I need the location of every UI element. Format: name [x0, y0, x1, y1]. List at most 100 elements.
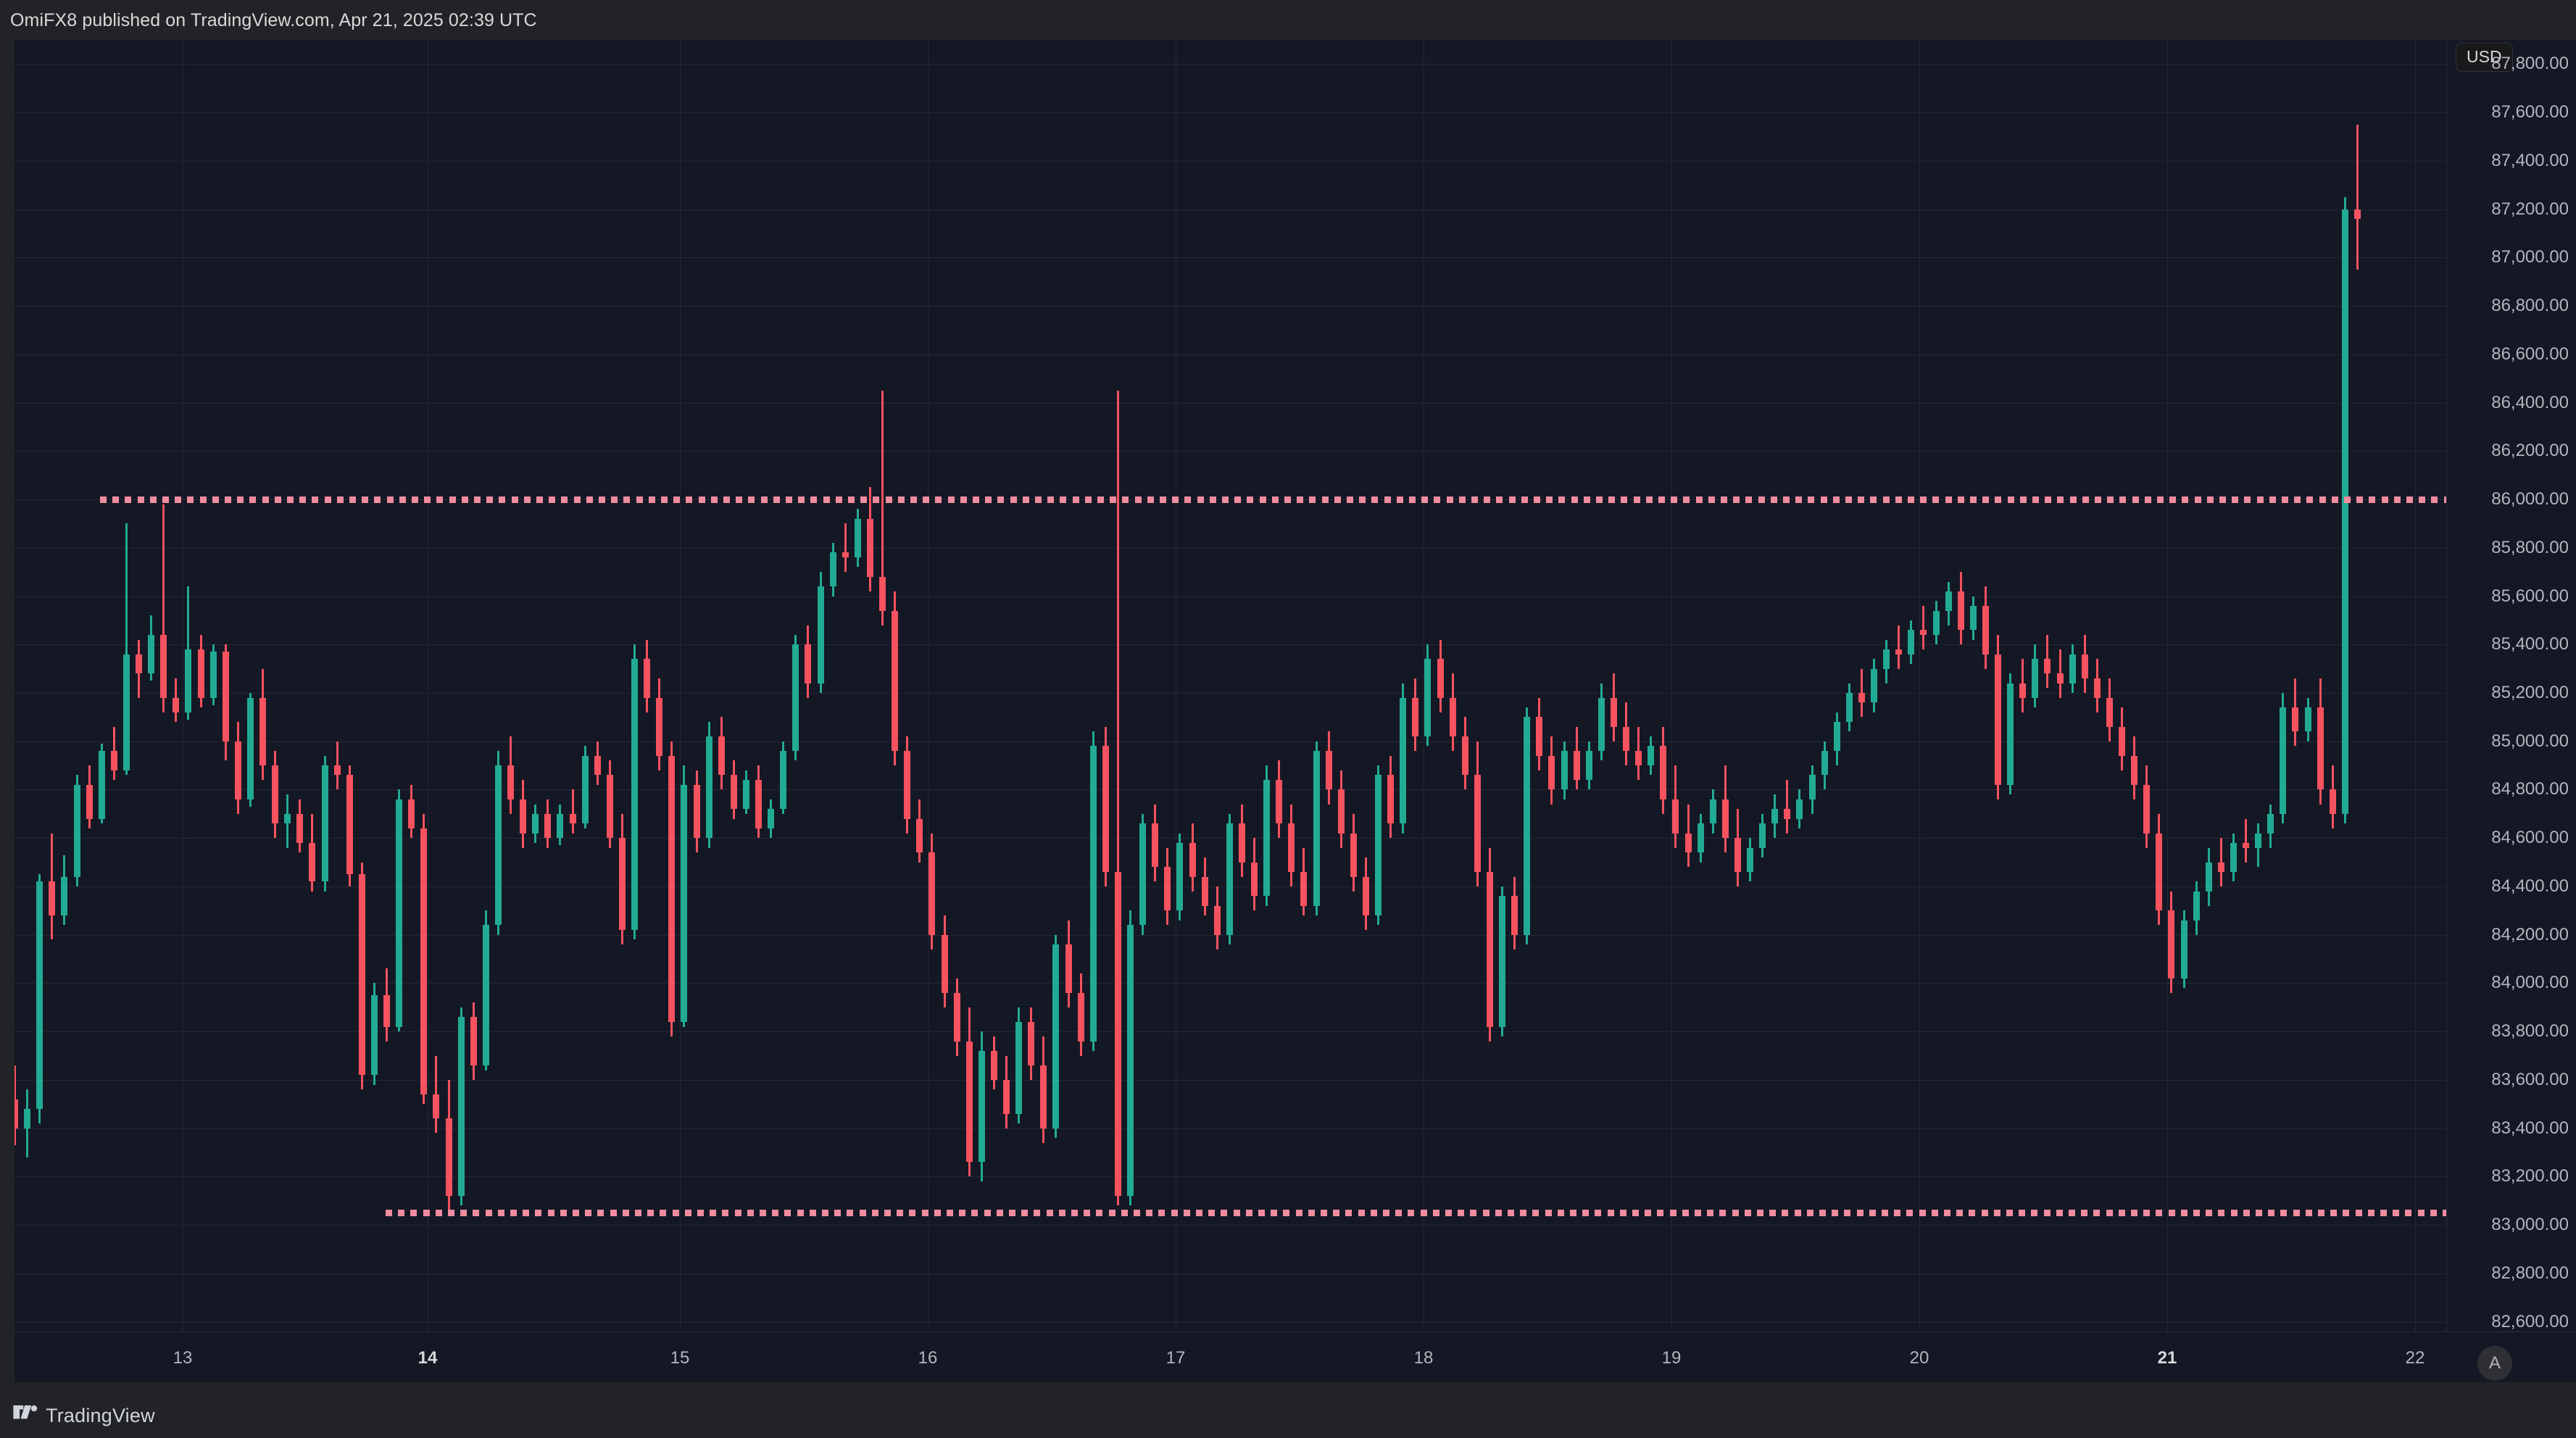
price-level-dot — [549, 496, 556, 503]
price-level-dot — [1209, 496, 1216, 503]
price-level-dot — [398, 1209, 405, 1216]
price-level-dot — [2232, 496, 2239, 503]
price-level-dot — [747, 1209, 754, 1216]
candle-body — [1152, 823, 1159, 868]
auto-scale-button[interactable]: A — [2477, 1346, 2512, 1381]
candle-wick — [2245, 818, 2248, 863]
price-axis[interactable]: USD 87,800.00 87,600.00 87,400.00 87,200.00… — [2446, 40, 2576, 1331]
price-level-dot — [1084, 1209, 1091, 1216]
price-level-dot — [997, 496, 1005, 503]
price-level-dot — [2381, 496, 2388, 503]
price-level-dot — [561, 496, 568, 503]
candle-body — [346, 775, 353, 875]
price-level-dot — [1295, 1209, 1302, 1216]
candle-body — [1771, 809, 1779, 824]
price-level-dot — [1432, 1209, 1439, 1216]
price-level-dot — [1470, 1209, 1477, 1216]
candle-wick — [125, 523, 128, 776]
price-level-dot — [1932, 496, 1940, 503]
price-level-dot — [1446, 496, 1453, 503]
candle-body — [1697, 823, 1704, 853]
candle-body — [928, 852, 936, 935]
candle-body — [1424, 659, 1432, 737]
candle-body — [309, 842, 316, 882]
price-level-dot — [599, 496, 605, 503]
candle-body — [49, 881, 56, 916]
price-level-dot — [1010, 496, 1017, 503]
price-level-dot — [1245, 1209, 1252, 1216]
gridline-horizontal — [14, 741, 2446, 742]
candle-body — [1499, 896, 1506, 1027]
gridline-horizontal — [14, 1031, 2446, 1032]
price-level-dot — [1931, 1209, 1938, 1216]
gridline-vertical — [1919, 40, 1920, 1331]
price-level-dot — [935, 496, 942, 503]
gridline-vertical — [2415, 40, 2416, 1331]
price-level-dot — [1945, 496, 1952, 503]
price-level-line[interactable] — [386, 1209, 2446, 1216]
price-level-dot — [1732, 1209, 1739, 1216]
price-level-dot — [1308, 1209, 1315, 1216]
price-level-dot — [947, 1209, 953, 1216]
price-level-dot — [1882, 1209, 1888, 1216]
candle-body — [1747, 847, 1754, 872]
candle-body — [842, 552, 849, 558]
price-level-dot — [1870, 496, 1877, 503]
price-level-dot — [873, 496, 880, 503]
candle-body — [2304, 707, 2311, 732]
price-level-dot — [959, 1209, 966, 1216]
price-level-line[interactable] — [100, 496, 2446, 503]
candle-body — [2007, 683, 2014, 785]
price-level-dot — [1695, 496, 1703, 503]
candle-body — [1648, 746, 1655, 766]
price-level-dot — [1993, 1209, 2000, 1216]
price-level-dot — [1819, 1209, 1826, 1216]
price-level-dot — [1583, 496, 1590, 503]
price-level-dot — [1122, 496, 1129, 503]
candle-body — [370, 995, 378, 1076]
price-level-dot — [1458, 1209, 1465, 1216]
price-level-dot — [412, 496, 418, 503]
price-level-dot — [2132, 496, 2139, 503]
price-level-dot — [1596, 496, 1603, 503]
candle-body — [1325, 751, 1332, 790]
price-level-dot — [2380, 1209, 2387, 1216]
chart-plot-area[interactable] — [14, 40, 2446, 1331]
candle-body — [1412, 697, 1419, 737]
candle-body — [1660, 746, 1667, 799]
candle-body — [1623, 726, 1630, 752]
candle-body — [482, 925, 489, 1065]
price-level-dot — [497, 1209, 504, 1216]
price-level-dot — [2356, 496, 2364, 503]
price-level-dot — [822, 1209, 828, 1216]
price-tick-label: 87,200.00 — [2491, 199, 2569, 219]
candle-body — [1524, 717, 1531, 935]
candle-body — [1288, 823, 1295, 872]
price-level-dot — [410, 1209, 417, 1216]
candlestick-plot[interactable] — [14, 40, 2446, 1331]
candle-body — [1945, 591, 1952, 611]
time-axis[interactable]: 13 14 15 16 17 18 19 20 21 22 — [14, 1331, 2576, 1382]
candle-body — [1387, 775, 1395, 824]
price-level-dot — [1895, 496, 1902, 503]
candle-body — [1796, 799, 1803, 819]
candle-body — [1486, 871, 1493, 1027]
price-level-dot — [1495, 1209, 1502, 1216]
candle-body — [1238, 823, 1245, 863]
candle-body — [246, 697, 254, 799]
candle-body — [408, 799, 415, 828]
price-level-dot — [1071, 1209, 1078, 1216]
price-level-dot — [2182, 496, 2189, 503]
candle-body — [532, 813, 539, 834]
price-level-dot — [1297, 496, 1304, 503]
candle-body — [792, 644, 799, 752]
price-level-dot — [2256, 496, 2264, 503]
price-level-dot — [1682, 1209, 1689, 1216]
price-level-dot — [1072, 496, 1079, 503]
price-level-dot — [2256, 1209, 2262, 1216]
candle-body — [457, 1017, 465, 1197]
price-level-dot — [1733, 496, 1740, 503]
candle-body — [2217, 862, 2224, 872]
price-level-dot — [1321, 1209, 1327, 1216]
price-level-dot — [1420, 1209, 1427, 1216]
